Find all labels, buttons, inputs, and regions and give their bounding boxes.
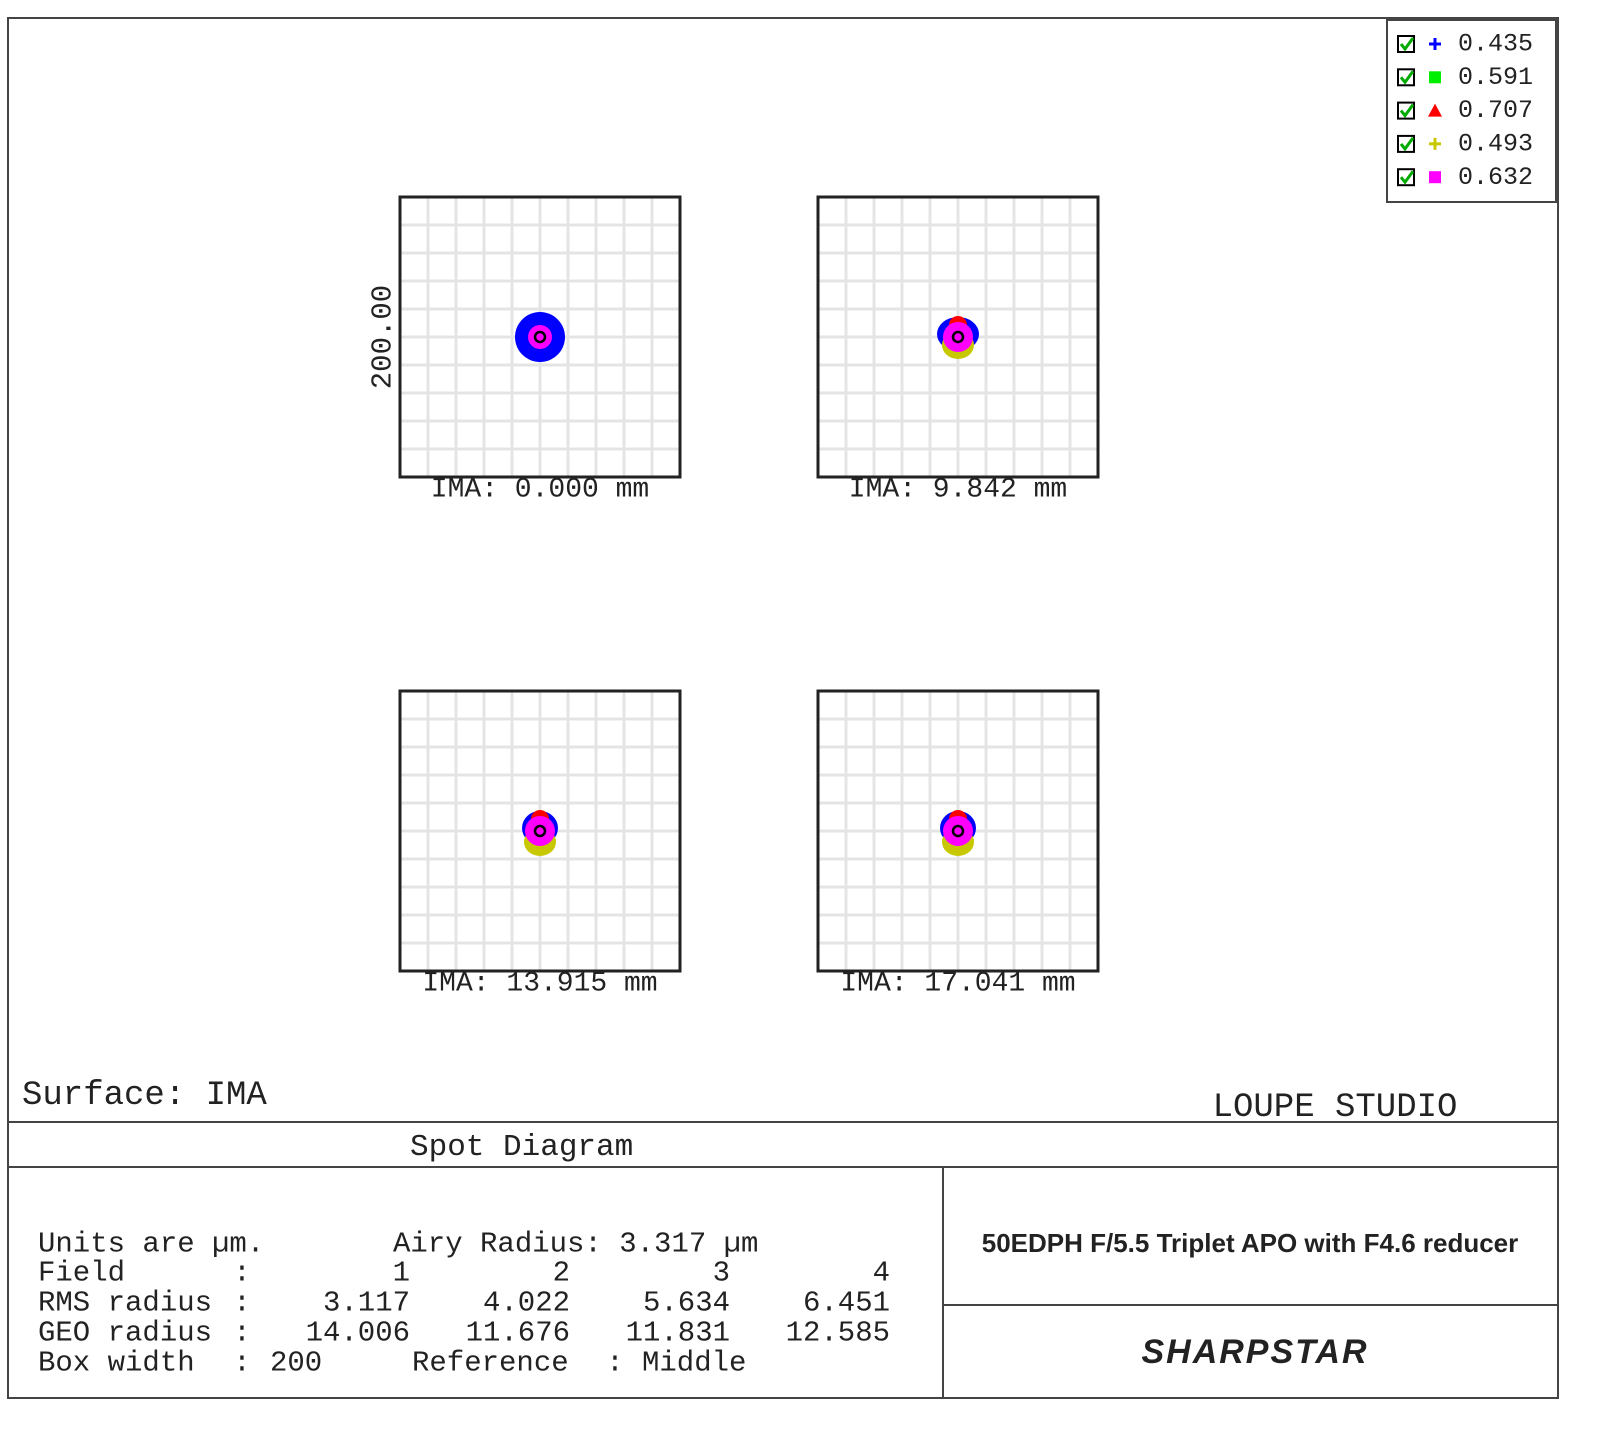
check [1399,70,1415,85]
info-cell: RMS radius [38,1287,212,1320]
legend-label: 0.591 [1458,63,1533,92]
legend-label: 0.632 [1458,163,1533,192]
info-cell: 14.006 [306,1317,410,1350]
airy-disk [951,330,965,344]
info-cell: 2 [553,1257,570,1290]
legend-label: 0.707 [1458,96,1533,125]
info-cell: 5.634 [643,1287,730,1320]
panel-label: IMA: 13.915 mm [422,968,657,999]
info-cell: Middle [642,1347,746,1380]
airy-disk [533,824,547,838]
info-cell: : [233,1257,250,1290]
frame [7,17,1559,1399]
product-title: 50EDPH F/5.5 Triplet APO with F4.6 reduc… [982,1228,1519,1258]
watermark: LOUPE STUDIO [1213,1089,1458,1127]
axis-label: 200.00 [367,285,400,389]
check [1399,170,1415,185]
info-cell: 11.676 [466,1317,570,1350]
info-cell: 11.831 [626,1317,730,1350]
info-cell: 200 [270,1347,322,1380]
legend-label: 0.435 [1458,30,1533,59]
airy-radius: Airy Radius: 3.317 µm [393,1228,758,1261]
info-cell: 3.117 [323,1287,410,1320]
info-cell: : [233,1317,250,1350]
panel-label: IMA: 0.000 mm [431,474,649,505]
units: Units are µm. [38,1228,264,1261]
legend-marker [1428,103,1442,117]
info-cell: : [233,1347,250,1380]
panel-label: IMA: 9.842 mm [849,474,1067,505]
spot [525,816,555,846]
check [1399,103,1415,119]
spot [943,816,973,846]
panel-box [398,689,682,973]
legend-marker [1429,71,1441,84]
legend-marker [1429,137,1441,150]
check [1399,137,1415,152]
info-cell: 6.451 [803,1287,890,1320]
legend-marker [1429,171,1441,184]
info-cell: : [233,1287,250,1320]
airy-disk [533,330,547,344]
spot [528,325,552,349]
legend-marker [1429,38,1441,50]
title: Spot Diagram [410,1130,633,1165]
panel-box [398,195,682,479]
info-cell: : [606,1347,623,1380]
info-cell: GEO radius [38,1317,212,1350]
panel-label: IMA: 17.041 mm [840,968,1075,999]
content: 0.435 0.591 0.707 0.493 0.632 IMA: 0.000 mm IM… [38,30,1533,1380]
spot [943,322,973,352]
panel-box [816,689,1100,973]
info-cell: 3 [713,1257,730,1290]
info-cell: Box width [38,1347,195,1380]
legend-box [1386,19,1557,203]
info-cell: 4.022 [483,1287,570,1320]
info-cell: Field [38,1257,125,1290]
brand-logo: SHARPSTAR [1141,1333,1368,1371]
check [1399,37,1415,52]
surface-label: Surface: IMA [22,1077,267,1115]
airy-disk [951,824,965,838]
legend-label: 0.493 [1458,130,1533,159]
info-cell: 12.585 [786,1317,890,1350]
panel-box [816,195,1100,479]
info-cell: 4 [873,1257,890,1290]
info-cell: Reference [412,1347,569,1380]
info-cell: 1 [393,1257,410,1290]
